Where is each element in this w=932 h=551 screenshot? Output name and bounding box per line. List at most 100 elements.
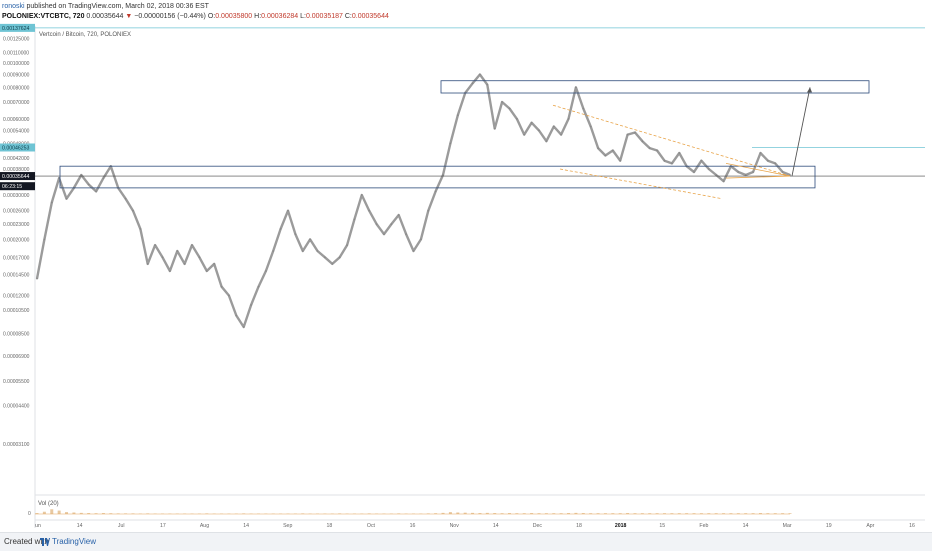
x-tick-label: Feb	[699, 523, 708, 529]
price-point	[191, 244, 193, 246]
price-point	[383, 233, 385, 235]
x-tick-label: 17	[160, 523, 166, 529]
price-point	[346, 244, 348, 246]
y-tick-label: 0.00125000	[3, 36, 30, 42]
price-point	[176, 250, 178, 252]
price-point	[169, 270, 171, 272]
price-point	[206, 270, 208, 272]
price-point	[597, 147, 599, 149]
x-tick-label: Mar	[783, 523, 792, 529]
price-point	[280, 228, 282, 230]
y-tick-label: 0.00010500	[3, 308, 30, 314]
price-point	[162, 256, 164, 258]
price-point	[36, 278, 38, 280]
price-point	[472, 82, 474, 84]
x-tick-label: Dec	[533, 523, 543, 529]
price-point	[184, 263, 186, 265]
chart-title: Vertcoin / Bitcoin, 720, POLONIEX	[39, 32, 131, 38]
volume-bar	[43, 512, 46, 514]
price-point	[723, 180, 725, 182]
y-tick-label: 0.00110000	[3, 50, 29, 56]
price-point	[782, 171, 784, 173]
price-point	[199, 256, 201, 258]
x-tick-label: Nov	[450, 523, 460, 529]
price-point	[568, 118, 570, 120]
x-tick-label: 18	[576, 523, 582, 529]
y-tick-label: 0.00003100	[3, 442, 30, 448]
price-point	[715, 174, 717, 176]
x-tick-label: 2018	[615, 523, 627, 529]
price-point	[376, 223, 378, 225]
price-point	[767, 160, 769, 162]
price-point	[331, 263, 333, 265]
price-badge-label: 0.00137624	[2, 26, 30, 32]
price-point	[501, 101, 503, 103]
y-tick-label: 0.00080000	[3, 85, 30, 91]
price-point	[701, 160, 703, 162]
price-point	[44, 239, 46, 241]
x-tick-label: 16	[909, 523, 915, 529]
y-tick-label: 0.00014500	[3, 273, 30, 279]
price-series-line	[37, 75, 790, 328]
price-point	[612, 150, 614, 152]
y-tick-label: 0.00090000	[3, 72, 30, 78]
target-zone-box	[441, 81, 869, 93]
price-badge-label: 0.00035644	[2, 174, 30, 180]
x-tick-label: 14	[77, 523, 83, 529]
volume-tick-label: 0	[28, 511, 31, 517]
price-point	[708, 168, 710, 170]
price-point	[140, 228, 142, 230]
price-point	[258, 286, 260, 288]
price-point	[413, 250, 415, 252]
price-point	[582, 108, 584, 110]
x-tick-label: Apr	[866, 523, 874, 529]
price-point	[66, 198, 68, 200]
price-point	[295, 233, 297, 235]
price-point	[398, 214, 400, 216]
volume-bar	[58, 511, 61, 514]
price-point	[479, 74, 481, 76]
price-chart[interactable]: 0.001250000.001100000.001000000.00090000…	[0, 0, 932, 532]
y-tick-label: 0.00012000	[3, 293, 30, 299]
volume-label: Vol (20)	[38, 501, 59, 507]
price-point	[575, 87, 577, 89]
price-point	[80, 174, 82, 176]
price-point	[737, 171, 739, 173]
x-tick-label: Sep	[283, 523, 292, 529]
y-tick-label: 0.00070000	[3, 100, 30, 106]
tradingview-brand-link[interactable]: TradingView	[52, 533, 96, 551]
price-point	[339, 256, 341, 258]
price-point	[760, 152, 762, 154]
price-point	[95, 191, 97, 193]
price-point	[250, 304, 252, 306]
price-point	[553, 126, 555, 128]
price-point	[656, 150, 658, 152]
price-point	[619, 160, 621, 162]
price-point	[125, 198, 127, 200]
volume-bar	[50, 509, 53, 514]
price-point	[523, 134, 525, 136]
y-tick-label: 0.00030000	[3, 193, 30, 199]
price-point	[368, 210, 370, 212]
price-point	[405, 233, 407, 235]
price-point	[154, 244, 156, 246]
price-point	[590, 126, 592, 128]
price-point	[605, 155, 607, 157]
price-point	[132, 210, 134, 212]
price-point	[361, 194, 363, 196]
price-point	[457, 114, 459, 116]
y-tick-label: 0.00042000	[3, 156, 30, 162]
price-point	[642, 140, 644, 142]
price-point	[634, 132, 636, 134]
y-tick-label: 0.00023000	[3, 222, 30, 228]
y-tick-label: 0.00020000	[3, 237, 30, 243]
price-point	[302, 250, 304, 252]
price-point	[531, 122, 533, 124]
x-tick-label: 15	[659, 523, 665, 529]
y-tick-label: 0.00060000	[3, 117, 30, 123]
y-tick-label: 0.00006900	[3, 354, 30, 360]
price-point	[546, 140, 548, 142]
price-point	[235, 315, 237, 317]
price-point	[287, 210, 289, 212]
price-point	[627, 134, 629, 136]
